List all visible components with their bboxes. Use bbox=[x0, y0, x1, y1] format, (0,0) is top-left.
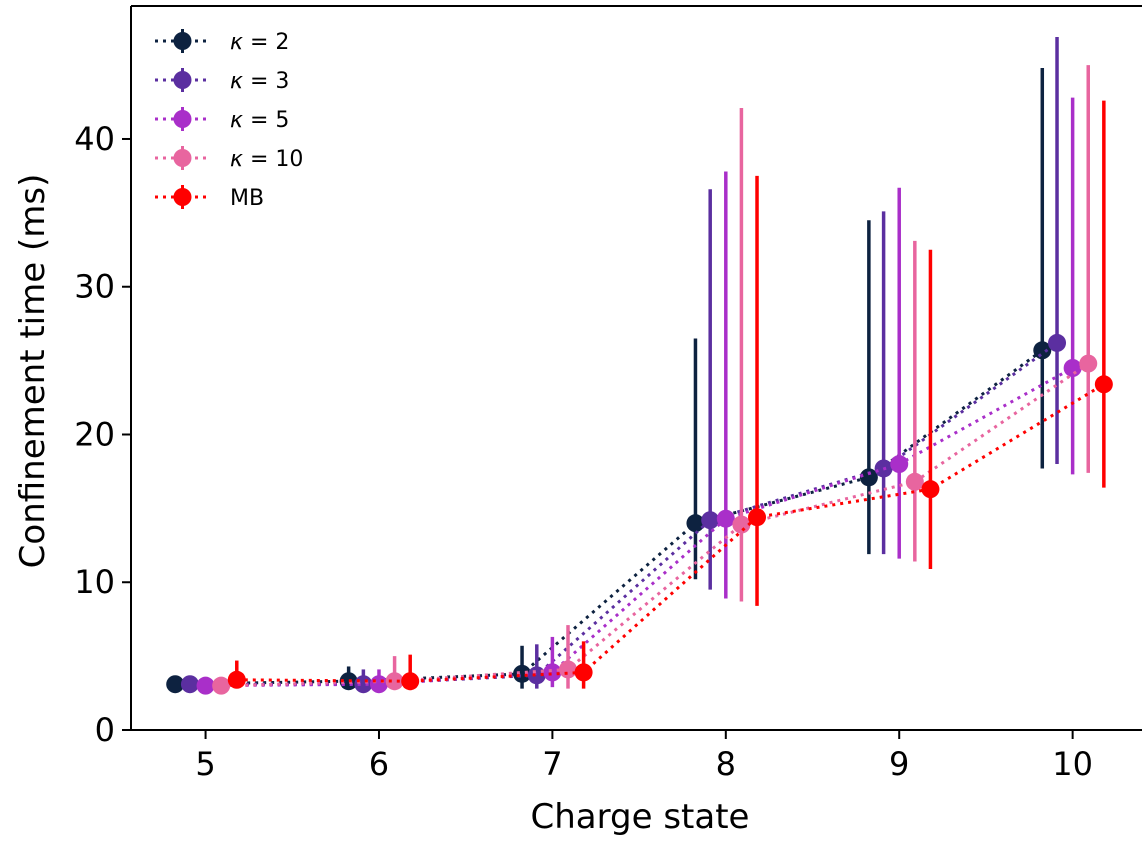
legend-marker bbox=[173, 71, 192, 89]
legend-value: = 2 bbox=[250, 30, 289, 55]
y-tick-label: 0 bbox=[95, 711, 115, 749]
legend-item: κ = 5 bbox=[155, 107, 289, 133]
series-line bbox=[205, 366, 1074, 688]
x-tick-label: 6 bbox=[369, 745, 389, 783]
data-point bbox=[513, 664, 532, 683]
x-axis-title: Charge state bbox=[531, 797, 750, 837]
legend-symbol: κ bbox=[230, 108, 250, 133]
data-point bbox=[227, 670, 246, 689]
legend-symbol: κ bbox=[230, 69, 250, 94]
data-point bbox=[1048, 333, 1067, 352]
data-point bbox=[1063, 359, 1082, 377]
data-point bbox=[701, 511, 720, 530]
data-point bbox=[859, 468, 878, 487]
data-point bbox=[921, 480, 940, 499]
data-point bbox=[180, 675, 199, 694]
data-point bbox=[354, 675, 373, 694]
data-point bbox=[1094, 375, 1113, 394]
legend-value: MB bbox=[230, 186, 264, 211]
series-layer bbox=[166, 37, 1113, 695]
legend-value: = 10 bbox=[250, 147, 303, 172]
legend-label: κ = 2 bbox=[230, 30, 289, 55]
legend-item: κ = 3 bbox=[155, 68, 289, 94]
legend-symbol: κ bbox=[230, 30, 250, 55]
x-tick-label: 5 bbox=[195, 745, 215, 783]
data-point bbox=[748, 508, 767, 527]
legend-label: κ = 5 bbox=[230, 108, 289, 133]
series-5 bbox=[227, 100, 1113, 691]
legend-item: κ = 2 bbox=[155, 29, 289, 55]
x-tick-label: 10 bbox=[1052, 745, 1093, 783]
data-point bbox=[385, 672, 404, 691]
legend-marker bbox=[173, 188, 192, 206]
data-point bbox=[574, 663, 593, 682]
data-point bbox=[1033, 341, 1052, 360]
data-point bbox=[686, 514, 705, 533]
x-tick-label: 8 bbox=[716, 745, 736, 783]
data-point bbox=[905, 472, 924, 491]
legend-item: κ = 10 bbox=[155, 146, 303, 172]
legend-label: MB bbox=[230, 186, 264, 211]
series-line bbox=[236, 383, 1105, 683]
legend-marker bbox=[173, 149, 192, 167]
y-tick-label: 10 bbox=[74, 563, 115, 601]
y-tick-label: 40 bbox=[74, 120, 115, 158]
legend-marker bbox=[173, 110, 192, 128]
legend-value: = 5 bbox=[250, 108, 289, 133]
legend-label: κ = 10 bbox=[230, 147, 303, 172]
data-point bbox=[732, 515, 751, 534]
legend-value: = 3 bbox=[250, 69, 289, 94]
y-axis-title: Confinement time (ms) bbox=[13, 174, 53, 569]
data-point bbox=[401, 672, 420, 691]
y-tick-label: 20 bbox=[74, 415, 115, 453]
data-point bbox=[369, 675, 388, 694]
legend-item: MB bbox=[155, 185, 264, 211]
data-point bbox=[543, 663, 562, 682]
data-point bbox=[1079, 354, 1098, 373]
legend-symbol: κ bbox=[230, 147, 250, 172]
x-tick-label: 9 bbox=[889, 745, 909, 783]
legend-label: κ = 3 bbox=[230, 69, 289, 94]
data-point bbox=[196, 676, 215, 695]
x-tick-label: 7 bbox=[542, 745, 562, 783]
series-3 bbox=[196, 97, 1082, 695]
data-point bbox=[212, 676, 231, 695]
data-point bbox=[716, 509, 735, 528]
axes-layer: 5 6 7 8 9 10 0 10 20 30 40 bbox=[74, 5, 1142, 783]
data-point bbox=[559, 660, 578, 679]
data-point bbox=[166, 675, 185, 694]
y-tick-label: 30 bbox=[74, 268, 115, 306]
data-point bbox=[890, 455, 909, 474]
legend-marker bbox=[173, 32, 192, 50]
